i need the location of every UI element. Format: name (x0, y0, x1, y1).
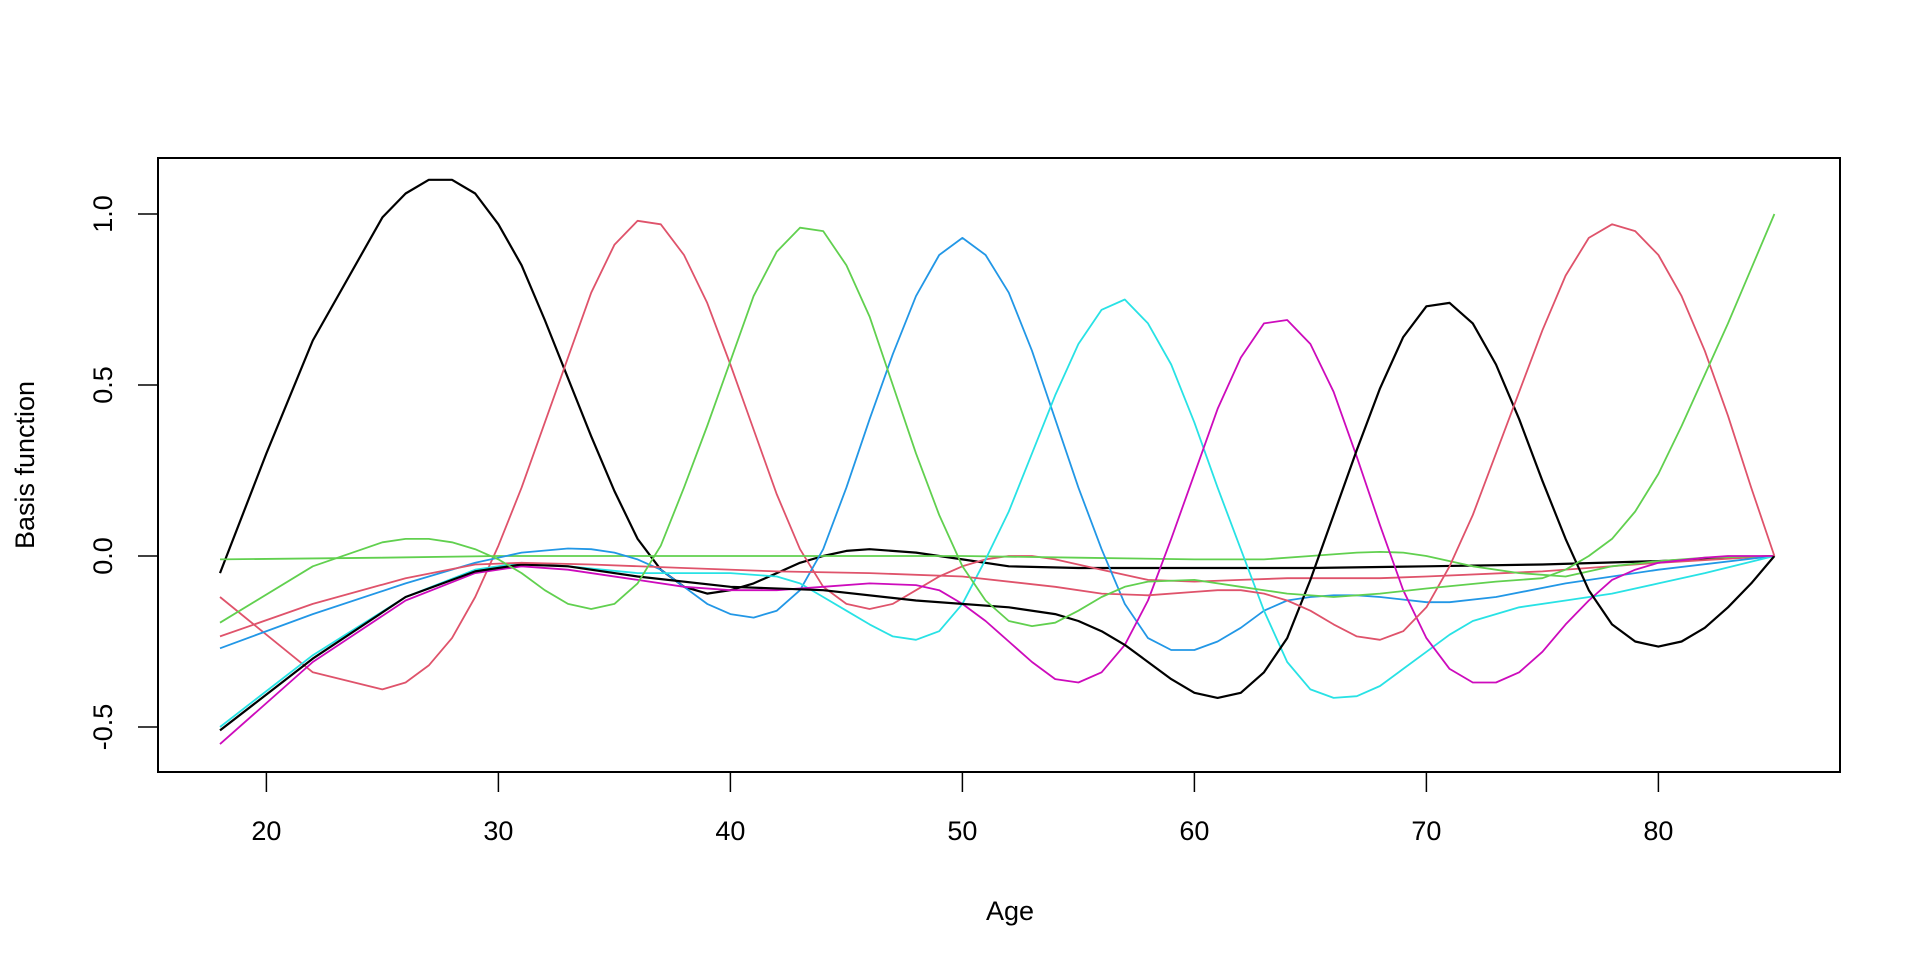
series-line-9 (219, 213, 1776, 627)
y-axis: -0.5 0.0 0.5 1.0 (88, 195, 159, 751)
x-axis: 20 30 40 50 60 70 80 (251, 771, 1673, 846)
x-tick-label: 20 (251, 816, 281, 846)
series-line-3 (219, 551, 1775, 578)
series-line-5 (219, 298, 1775, 728)
y-tick-label: 0.5 (88, 366, 118, 404)
series-lines (218, 178, 1776, 745)
x-tick-label: 30 (483, 816, 513, 846)
y-tick-label: 1.0 (88, 195, 118, 233)
series-line-8 (219, 223, 1776, 641)
y-axis-title: Basis function (10, 381, 40, 549)
x-tick-label: 70 (1411, 816, 1441, 846)
x-axis-title: Age (986, 896, 1034, 926)
x-tick-label: 50 (947, 816, 977, 846)
series-line-4 (219, 236, 1775, 651)
series-line-7 (219, 301, 1776, 732)
x-tick-label: 80 (1643, 816, 1673, 846)
series-line-1 (218, 178, 1775, 595)
y-tick-label: 0.0 (88, 537, 118, 575)
x-tick-label: 60 (1179, 816, 1209, 846)
x-tick-label: 40 (715, 816, 745, 846)
series-line-6 (219, 319, 1775, 745)
series-line-2 (219, 219, 1775, 691)
y-tick-label: -0.5 (88, 704, 118, 751)
